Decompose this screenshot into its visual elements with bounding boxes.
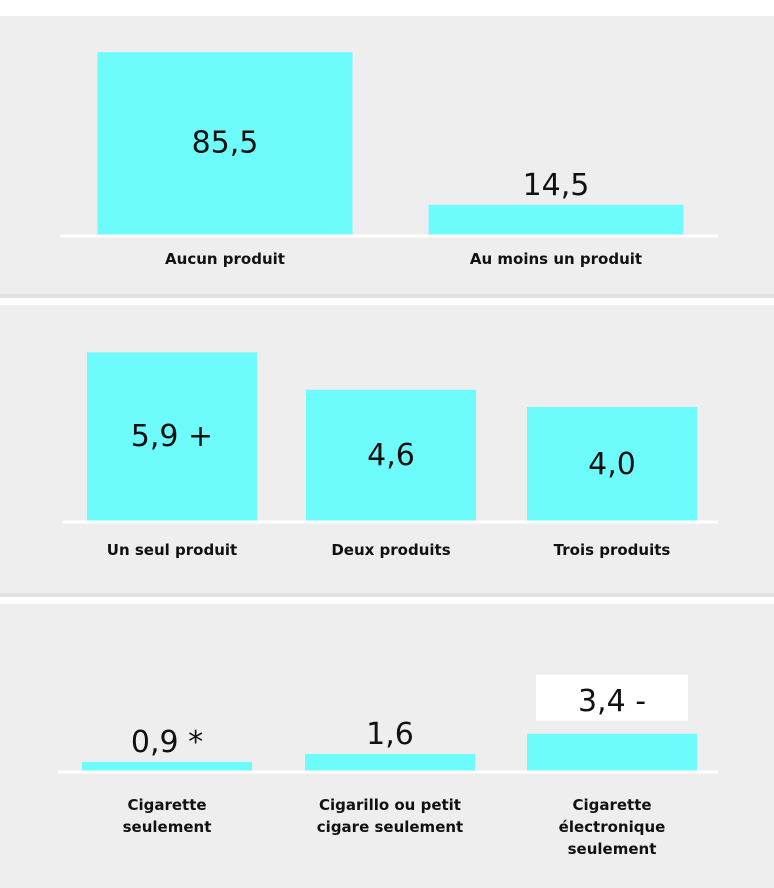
chart-number-of-products: 5,9 + 4,6 4,0 Un seul produit Deux produits T… bbox=[62, 352, 718, 559]
bar-value-label: 0,9 * bbox=[131, 725, 203, 760]
panel-divider bbox=[0, 593, 774, 597]
bar bbox=[82, 761, 252, 772]
category-label: Deux produits bbox=[331, 541, 450, 559]
category-label: Au moins un produit bbox=[470, 250, 642, 268]
bar bbox=[527, 733, 697, 772]
bar-value-label: 14,5 bbox=[523, 168, 590, 203]
bar-value-label: 85,5 bbox=[192, 125, 259, 160]
value-label-box bbox=[536, 674, 688, 721]
bar-value-label: 3,4 - bbox=[578, 684, 646, 719]
chart-header bbox=[0, 0, 774, 16]
category-label: Un seul produit bbox=[107, 541, 237, 559]
category-label: Cigarillo ou petit cigare seulement bbox=[317, 796, 463, 836]
category-label: Trois produits bbox=[554, 541, 671, 559]
chart-any-product: 85,5 14,5 Aucun produit Au moins un produit bbox=[60, 52, 718, 268]
bar bbox=[428, 204, 684, 236]
bar bbox=[306, 389, 476, 522]
bar bbox=[305, 754, 475, 772]
bar bbox=[97, 52, 353, 236]
panel-single-product-type: 0,9 * 1,6 3,4 - Cigarette seulement Cigarillo… bbox=[0, 604, 774, 888]
bar-value-label: 1,6 bbox=[366, 717, 414, 752]
panel-divider bbox=[0, 294, 774, 298]
category-label: Cigarette seulement bbox=[123, 796, 212, 836]
panel-any-product: 85,5 14,5 Aucun produit Au moins un produit bbox=[0, 16, 774, 298]
bar bbox=[87, 352, 257, 522]
category-label: Aucun produit bbox=[165, 250, 285, 268]
category-label: Cigarette électronique seulement bbox=[559, 796, 666, 858]
bar bbox=[527, 407, 697, 522]
bar-value-label: 5,9 + bbox=[131, 419, 213, 454]
bar-value-label: 4,0 bbox=[588, 447, 636, 482]
chart-single-product-type: 0,9 * 1,6 3,4 - Cigarette seulement Cigarillo… bbox=[58, 674, 718, 858]
bar-value-label: 4,6 bbox=[367, 438, 415, 473]
panel-number-of-products: 5,9 + 4,6 4,0 Un seul produit Deux produits T… bbox=[0, 305, 774, 597]
